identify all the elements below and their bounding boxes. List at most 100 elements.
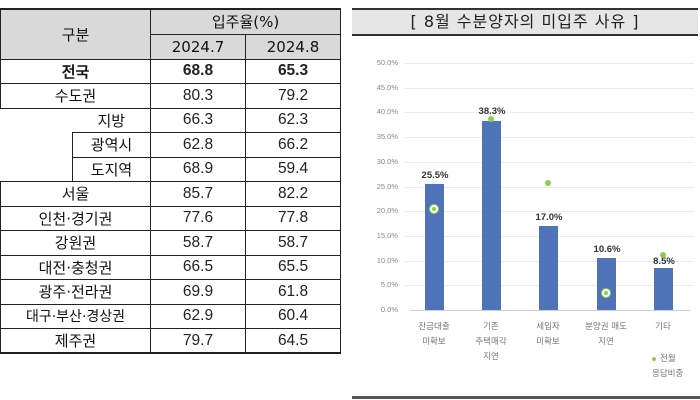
row-value-aug: 77.8	[245, 205, 342, 231]
y-tick: 40.0%	[376, 107, 398, 117]
table-row: 제주권 79.7 64.5	[0, 328, 342, 354]
header-period-2: 2024.8	[245, 33, 342, 60]
y-tick: 30.0%	[376, 156, 398, 166]
gridline	[404, 211, 694, 213]
row-value-aug: 82.2	[245, 181, 342, 207]
row-value-jul: 66.3	[150, 107, 247, 133]
row-label: 도지역	[71, 156, 152, 182]
prev-month-marker	[602, 289, 610, 297]
header-occupancy-rate: 입주율(%)	[150, 8, 342, 35]
chart-title: [ 8월 수분양자의 미입주 사유 ]	[352, 8, 698, 36]
row-value-aug: 65.5	[245, 254, 342, 280]
indent-spacer	[1, 108, 73, 182]
table-row-nationwide: 전국 68.8 65.3	[0, 58, 342, 84]
y-tick: 0.0%	[380, 305, 398, 314]
row-label: 강원권	[0, 230, 152, 256]
header-period-1: 2024.7	[150, 33, 247, 60]
row-value-aug: 58.7	[245, 230, 342, 256]
row-value-jul: 79.7	[150, 328, 247, 354]
prev-month-marker	[488, 116, 494, 122]
y-tick: 25.0%	[376, 181, 398, 191]
legend-dot-icon	[652, 356, 656, 361]
y-tick: 20.0%	[376, 206, 398, 216]
row-value-aug: 59.4	[245, 156, 342, 182]
row-value-jul: 69.9	[150, 279, 247, 305]
row-label: 인천·경기권	[0, 205, 152, 231]
bar-value-label: 17.0%	[535, 212, 563, 223]
row-label: 광역시	[71, 132, 152, 158]
y-tick: 15.0%	[376, 230, 398, 240]
row-value-aug: 66.2	[245, 132, 342, 158]
table-row: 수도권 80.3 79.2	[0, 83, 342, 109]
row-value-jul: 62.9	[150, 303, 247, 329]
prev-month-marker	[430, 205, 438, 213]
y-tick: 50.0%	[376, 58, 398, 67]
row-value-jul: 68.9	[150, 156, 247, 182]
table-row: 지방 66.3 62.3	[1, 107, 342, 133]
chart-legend: 전월 응답비중	[652, 352, 700, 382]
row-value-aug: 60.4	[245, 303, 342, 329]
non-occupancy-reasons-chart: [ 8월 수분양자의 미입주 사유 ] 50.0% 45.0% 40.0% 35…	[352, 8, 700, 400]
row-value-aug: 79.2	[245, 83, 342, 109]
chart-plot-area: 50.0% 45.0% 40.0% 35.0% 30.0% 25.0% 20.0…	[352, 8, 700, 400]
gridline	[404, 161, 694, 163]
legend-label: 전월 응답비중	[652, 354, 684, 379]
gridline	[404, 112, 694, 114]
row-label: 대전·충청권	[0, 254, 152, 280]
row-value-jul: 80.3	[150, 83, 247, 109]
bar-other	[654, 268, 673, 310]
gridline	[404, 87, 694, 89]
x-axis-line	[410, 310, 690, 311]
gridline	[404, 137, 694, 139]
bar-value-label: 10.6%	[593, 244, 621, 255]
header-category: 구분	[0, 8, 152, 60]
x-label: 잔금대출 미확보	[418, 322, 450, 347]
table-row: 서울 85.7 82.2	[0, 181, 342, 207]
gridline	[404, 186, 694, 188]
row-value-jul: 62.8	[150, 132, 247, 158]
row-label: 제주권	[0, 328, 152, 354]
prev-month-marker	[660, 252, 666, 258]
y-tick: 45.0%	[376, 82, 398, 92]
occupancy-rate-table: 구분 입주율(%) 2024.7 2024.8 전국 68.8 65.3 수도권…	[0, 8, 342, 354]
bar-value-label: 25.5%	[421, 170, 449, 181]
gridline	[404, 63, 694, 64]
table-row: 도지역 68.9 59.4	[1, 156, 342, 182]
y-tick: 5.0%	[380, 280, 398, 290]
y-tick: 10.0%	[376, 255, 398, 265]
row-label: 전국	[0, 58, 152, 84]
row-value-jul: 66.5	[150, 254, 247, 280]
table-row: 대전·충청권 66.5 65.5	[0, 254, 342, 280]
row-value-aug: 65.3	[245, 58, 342, 84]
row-label: 서울	[0, 181, 152, 207]
row-value-aug: 64.5	[245, 328, 342, 354]
table-row: 광역시 62.8 66.2	[1, 132, 342, 158]
x-label: 기존 주택매각 지연	[475, 322, 507, 362]
table-row: 광주·전라권 69.9 61.8	[0, 279, 342, 305]
bar-existing-house-sale	[482, 121, 501, 310]
table-row: 대구·부산·경상권 62.9 60.4	[0, 303, 342, 329]
bar-tenant	[539, 226, 558, 310]
bar-presale-right	[597, 258, 616, 310]
row-value-aug: 61.8	[245, 279, 342, 305]
row-value-jul: 68.8	[150, 58, 247, 84]
y-tick: 35.0%	[376, 132, 398, 142]
chart-bottom-rule	[352, 396, 700, 399]
row-label: 수도권	[0, 83, 152, 109]
row-value-aug: 62.3	[245, 107, 342, 133]
bar-value-label: 8.5%	[653, 256, 675, 267]
table-row: 강원권 58.7 58.7	[0, 230, 342, 256]
row-label: 지방	[72, 107, 152, 133]
row-value-jul: 85.7	[150, 181, 247, 207]
prev-month-marker	[545, 180, 551, 186]
x-label: 기타	[655, 322, 671, 332]
bar-balance-loan	[425, 184, 444, 310]
row-value-jul: 58.7	[150, 230, 247, 256]
row-label: 광주·전라권	[0, 279, 152, 305]
row-label: 대구·부산·경상권	[0, 303, 152, 329]
x-label: 세입자 미확보	[536, 322, 560, 347]
table-row: 인천·경기권 77.6 77.8	[0, 205, 342, 231]
bar-value-label: 38.3%	[478, 106, 506, 117]
x-label: 분양권 매도 지연	[585, 322, 627, 347]
row-value-jul: 77.6	[150, 205, 247, 231]
